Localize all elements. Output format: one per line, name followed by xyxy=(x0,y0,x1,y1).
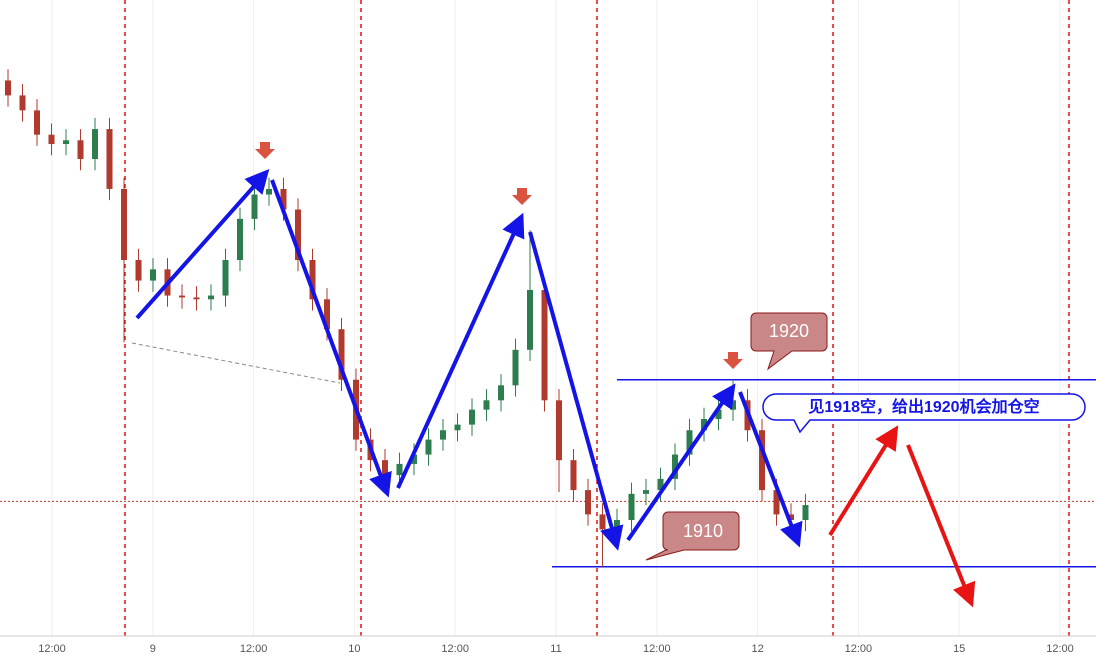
candle-body xyxy=(396,463,403,476)
callout-1920: 1920 xyxy=(750,312,828,371)
candle-body xyxy=(150,269,156,281)
candle-body xyxy=(701,419,707,431)
candle-body xyxy=(106,129,113,189)
trend-line xyxy=(131,342,341,384)
candle-body xyxy=(382,460,388,476)
candle-body xyxy=(454,424,461,431)
x-tick-label: 12:00 xyxy=(240,643,268,655)
candle-body xyxy=(193,297,200,300)
candle-body xyxy=(280,188,287,210)
candle-body xyxy=(338,329,345,380)
candle-body xyxy=(802,505,809,521)
candle-body xyxy=(672,454,678,479)
candle-body xyxy=(324,299,330,330)
level-label: 1910 xyxy=(683,521,723,541)
candle-body xyxy=(440,430,446,440)
candle-body xyxy=(773,490,780,515)
candle-body xyxy=(730,400,736,410)
peak-markers xyxy=(255,142,743,369)
candle-body xyxy=(541,289,548,401)
candle-body xyxy=(63,140,69,145)
note: 见1918空，给出1920机会加仓空 xyxy=(762,393,1086,434)
x-tick-label: 11 xyxy=(550,643,561,655)
candle-body xyxy=(179,295,185,298)
candle-body xyxy=(570,460,577,491)
candle-body xyxy=(92,129,98,159)
candle-body xyxy=(295,209,301,261)
candle-body xyxy=(237,218,243,261)
candle-body xyxy=(599,514,606,530)
candle-body xyxy=(556,400,562,461)
candle-body xyxy=(614,520,620,530)
x-tick-label: 12:00 xyxy=(643,643,671,655)
candle-body xyxy=(657,478,664,491)
candle-body xyxy=(527,289,533,350)
wave-arrows xyxy=(135,169,803,551)
candle-body xyxy=(121,188,127,261)
candle-body xyxy=(759,430,765,491)
callout-1910: 1910 xyxy=(645,511,740,561)
x-axis-labels: 12:00 9 12:00 10 12:00 11 12:00 12 12:00 15 12:00 xyxy=(38,643,1074,655)
level-label: 1920 xyxy=(769,321,809,341)
candle-body xyxy=(585,490,591,515)
candle-body xyxy=(34,110,40,135)
candle-body xyxy=(5,80,11,96)
x-tick-label: 15 xyxy=(953,643,965,655)
x-tick-label: 10 xyxy=(348,643,360,655)
candle-body xyxy=(222,260,229,296)
candle-body xyxy=(19,95,26,111)
candle-body xyxy=(483,400,490,410)
x-tick-label: 12:00 xyxy=(441,643,469,655)
grid xyxy=(51,0,1061,636)
candle-body xyxy=(512,349,519,386)
x-tick-label: 12:00 xyxy=(845,643,873,655)
candle-body xyxy=(251,194,258,219)
candle-body xyxy=(425,439,432,455)
candle-body xyxy=(266,188,272,195)
candle-body xyxy=(686,430,693,455)
candle-body xyxy=(469,409,475,425)
candle-body xyxy=(643,490,649,494)
x-tick-label: 12:00 xyxy=(1046,643,1074,655)
candle-body xyxy=(628,493,635,521)
candle-body xyxy=(498,385,504,401)
day-separators xyxy=(124,0,1070,636)
candle-body xyxy=(309,260,316,300)
note-text: 见1918空，给出1920机会加仓空 xyxy=(808,397,1039,416)
x-tick-label: 12 xyxy=(751,643,763,655)
x-tick-label: 12:00 xyxy=(38,643,66,655)
candle-body xyxy=(715,409,722,420)
candle-body xyxy=(48,134,55,145)
plot xyxy=(0,69,1096,568)
candle-body xyxy=(788,514,794,521)
x-tick-label: 9 xyxy=(150,643,156,655)
candle-body xyxy=(411,454,417,464)
forecast-arrows xyxy=(828,425,976,608)
candle-body xyxy=(135,260,142,281)
candle-body xyxy=(208,295,214,300)
candle-body xyxy=(77,140,84,159)
